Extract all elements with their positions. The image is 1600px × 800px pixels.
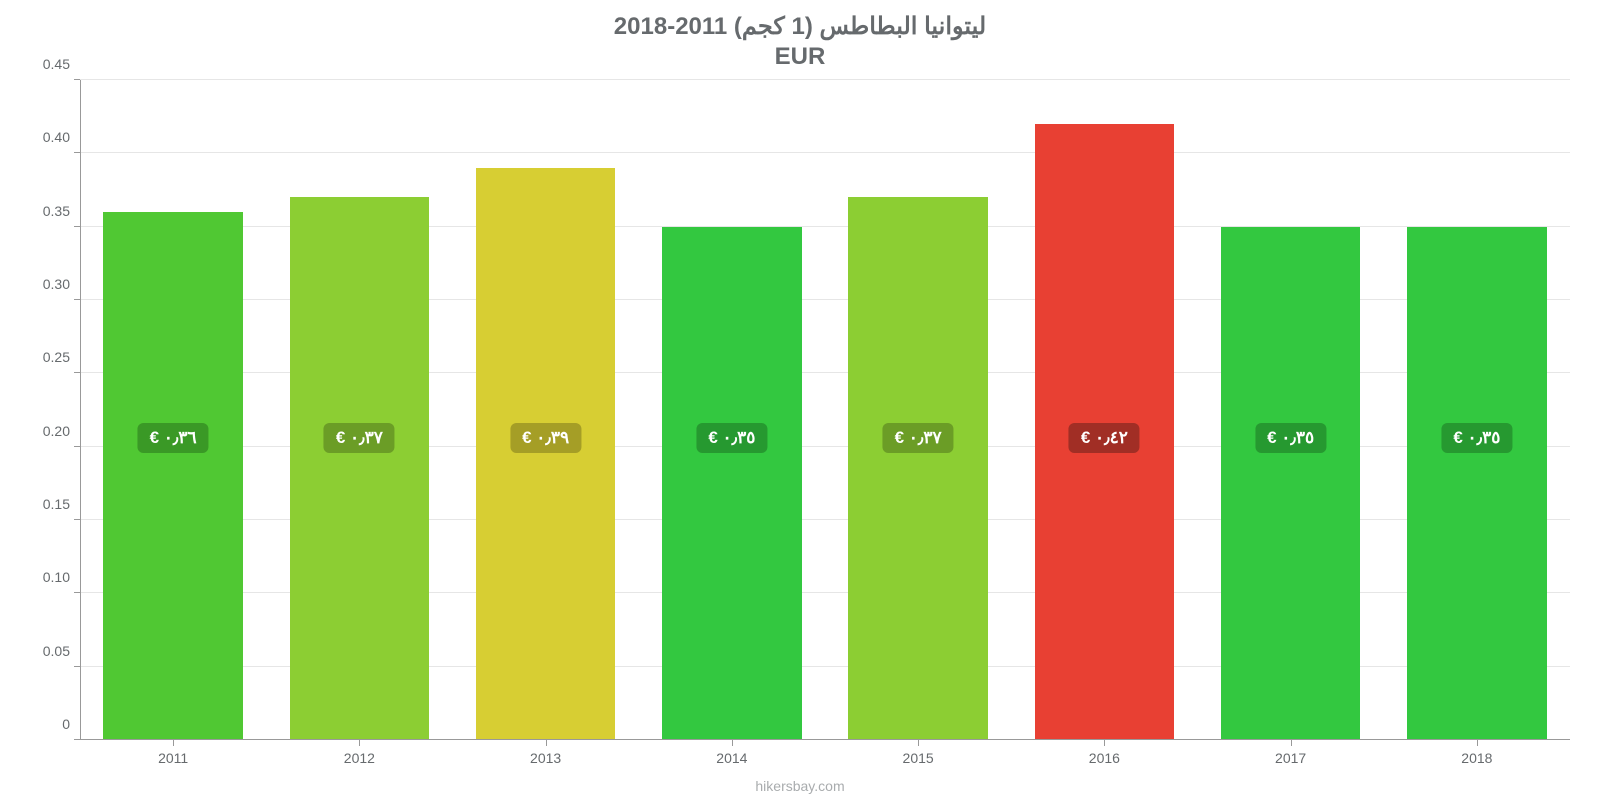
bar-value-label: ٠٫٣٧ € [883,423,954,453]
bars-layer: ٠٫٣٦ € ٠٫٣٧ € ٠٫٣٩ € ٠٫٣٥ € ٠٫٣٧ € ٠٫٤٢ € ٠٫٣٥… [80,80,1570,740]
x-tick-label: 2015 [903,740,934,766]
chart-title-line1: ليتوانيا البطاطس (1 كجم) 2011-2018 [0,12,1600,41]
chart-container: ليتوانيا البطاطس (1 كجم) 2011-2018 EUR ٠… [0,0,1600,800]
x-axis-line [80,739,1570,740]
x-tick-label: 2011 [158,740,188,766]
y-tick-mark [74,519,80,520]
x-tick-label: 2013 [530,740,561,766]
x-tick-label: 2017 [1275,740,1306,766]
chart-title: ليتوانيا البطاطس (1 كجم) 2011-2018 EUR [0,12,1600,71]
y-tick-label: 0.35 [43,203,80,219]
bar: ٠٫٣٩ € [476,168,616,740]
attribution-text: hikersbay.com [0,778,1600,794]
bar: ٠٫٣٧ € [290,197,430,740]
y-tick-label: 0 [62,716,80,732]
y-tick-label: 0.25 [43,349,80,365]
bar: ٠٫٣٥ € [662,227,802,740]
y-tick-mark [74,299,80,300]
plot-area: ٠٫٣٦ € ٠٫٣٧ € ٠٫٣٩ € ٠٫٣٥ € ٠٫٣٧ € ٠٫٤٢ € ٠٫٣٥… [80,80,1570,740]
x-tick-label: 2018 [1461,740,1492,766]
chart-title-line2: EUR [0,43,1600,71]
bar-value-label: ٠٫٣٥ € [1441,423,1512,453]
y-tick-mark [74,226,80,227]
y-tick-mark [74,372,80,373]
y-tick-mark [74,79,80,80]
x-tick-label: 2016 [1089,740,1120,766]
y-tick-label: 0.45 [43,56,80,72]
y-tick-label: 0.40 [43,129,80,145]
y-tick-mark [74,739,80,740]
y-tick-label: 0.15 [43,496,80,512]
x-tick-label: 2014 [716,740,747,766]
y-tick-mark [74,592,80,593]
bar: ٠٫٣٧ € [848,197,988,740]
bar-value-label: ٠٫٣٧ € [324,423,395,453]
y-tick-label: 0.20 [43,423,80,439]
y-tick-label: 0.10 [43,569,80,585]
y-tick-mark [74,666,80,667]
bar: ٠٫٣٥ € [1221,227,1361,740]
bar-value-label: ٠٫٣٥ € [1255,423,1326,453]
bar: ٠٫٤٢ € [1035,124,1175,740]
bar-value-label: ٠٫٤٢ € [1069,423,1140,453]
bar: ٠٫٣٥ € [1407,227,1547,740]
y-tick-label: 0.30 [43,276,80,292]
bar-value-label: ٠٫٣٦ € [138,423,209,453]
bar-value-label: ٠٫٣٩ € [510,423,581,453]
y-tick-mark [74,446,80,447]
bar: ٠٫٣٦ € [103,212,243,740]
y-tick-mark [74,152,80,153]
y-tick-label: 0.05 [43,643,80,659]
y-axis-line [80,80,81,740]
x-tick-label: 2012 [344,740,375,766]
bar-value-label: ٠٫٣٥ € [696,423,767,453]
